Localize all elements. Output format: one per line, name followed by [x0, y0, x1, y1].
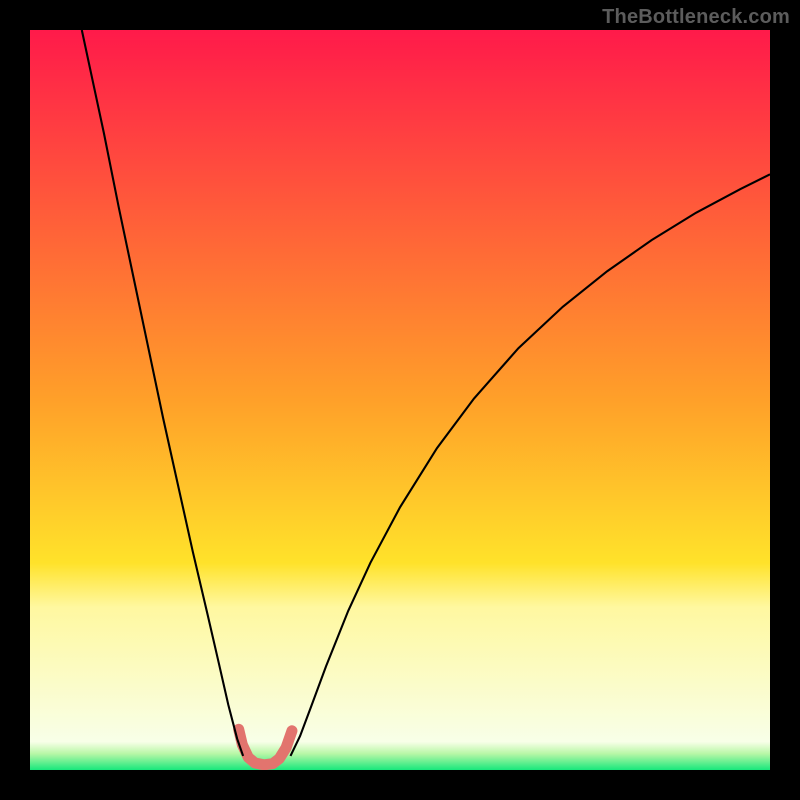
plot-area	[30, 30, 770, 770]
curve-svg	[30, 30, 770, 770]
curve-left-path	[82, 30, 243, 756]
chart-frame: TheBottleneck.com	[0, 0, 800, 800]
watermark-text: TheBottleneck.com	[602, 6, 790, 29]
curve-right-path	[290, 174, 770, 756]
highlight-band-path	[239, 729, 292, 765]
